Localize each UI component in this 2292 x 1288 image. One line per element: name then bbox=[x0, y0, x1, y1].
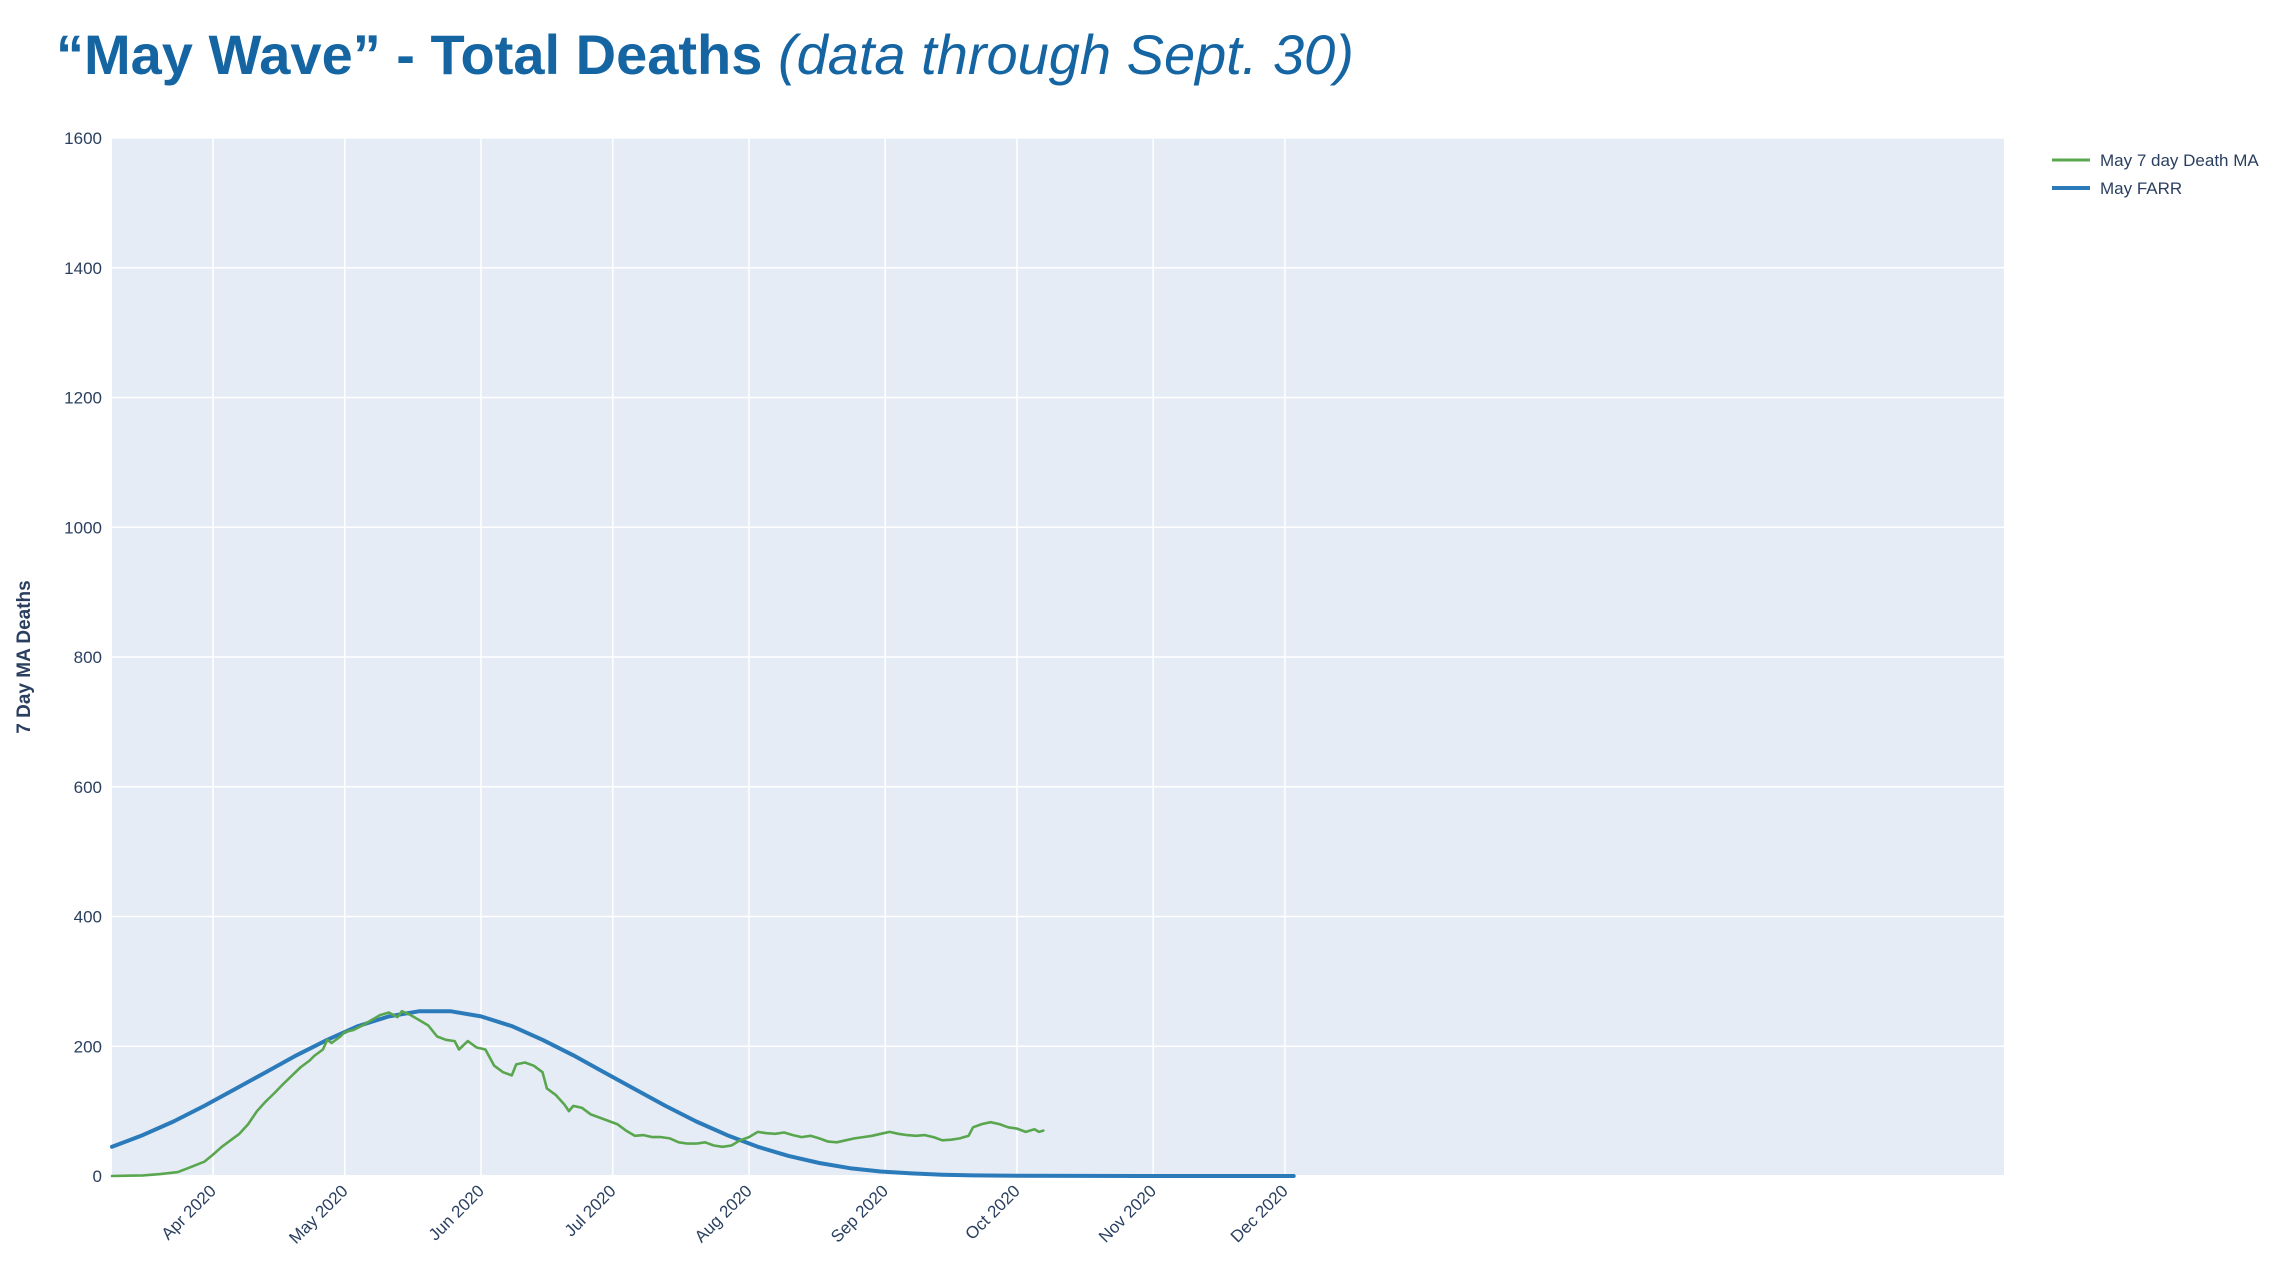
x-tick: Aug 2020 bbox=[691, 1181, 756, 1246]
x-tick: May 2020 bbox=[285, 1181, 351, 1247]
x-tick-label: Jun 2020 bbox=[425, 1181, 488, 1244]
legend-label: May FARR bbox=[2100, 179, 2182, 198]
legend-item[interactable]: May 7 day Death MA bbox=[2052, 151, 2259, 170]
y-tick-label: 1400 bbox=[64, 259, 102, 278]
x-tick-label: Aug 2020 bbox=[691, 1181, 756, 1246]
x-tick-label: May 2020 bbox=[285, 1181, 351, 1247]
series-line-may-7-day-death-ma[interactable] bbox=[110, 1009, 1045, 1178]
y-tick-label: 800 bbox=[74, 648, 102, 667]
series-lines bbox=[110, 1009, 1296, 1178]
y-axis-ticks: 0 200 400 600 800 1000 1200 1400 1600 bbox=[64, 129, 102, 1186]
legend[interactable]: May 7 day Death MA May FARR bbox=[2052, 151, 2259, 198]
legend-item[interactable]: May FARR bbox=[2052, 179, 2182, 198]
x-tick: Sep 2020 bbox=[827, 1181, 892, 1246]
series-line-may-farr[interactable] bbox=[110, 1009, 1296, 1178]
y-tick-label: 600 bbox=[74, 778, 102, 797]
x-tick: Jul 2020 bbox=[561, 1181, 620, 1240]
chart-title-subtitle: (data through Sept. 30) bbox=[777, 23, 1354, 86]
chart-title: “May Wave” - Total Deaths (data through … bbox=[56, 22, 1354, 87]
x-tick: Apr 2020 bbox=[158, 1181, 220, 1243]
y-tick-label: 200 bbox=[74, 1037, 102, 1056]
y-axis-label: 7 Day MA Deaths bbox=[14, 580, 35, 733]
x-axis-ticks: Apr 2020 May 2020 Jun 2020 Jul 2020 Aug 2020… bbox=[158, 1181, 1292, 1247]
y-tick-label: 400 bbox=[74, 908, 102, 927]
chart-title-main: “May Wave” - Total Deaths bbox=[56, 23, 763, 86]
y-tick-label: 1600 bbox=[64, 129, 102, 148]
x-tick-label: Sep 2020 bbox=[827, 1181, 892, 1246]
x-tick-label: Jul 2020 bbox=[561, 1181, 620, 1240]
x-tick-label: Oct 2020 bbox=[962, 1181, 1024, 1243]
x-tick-label: Nov 2020 bbox=[1095, 1181, 1160, 1246]
x-tick-label: Dec 2020 bbox=[1227, 1181, 1292, 1246]
y-tick-label: 0 bbox=[93, 1167, 102, 1186]
x-gridlines bbox=[212, 138, 1286, 1176]
x-tick: Dec 2020 bbox=[1227, 1181, 1292, 1246]
x-tick-label: Apr 2020 bbox=[158, 1181, 220, 1243]
x-tick: Nov 2020 bbox=[1095, 1181, 1160, 1246]
y-tick-label: 1000 bbox=[64, 518, 102, 537]
x-tick: Oct 2020 bbox=[962, 1181, 1024, 1243]
legend-label: May 7 day Death MA bbox=[2100, 151, 2259, 170]
y-tick-label: 1200 bbox=[64, 389, 102, 408]
x-tick: Jun 2020 bbox=[425, 1181, 488, 1244]
